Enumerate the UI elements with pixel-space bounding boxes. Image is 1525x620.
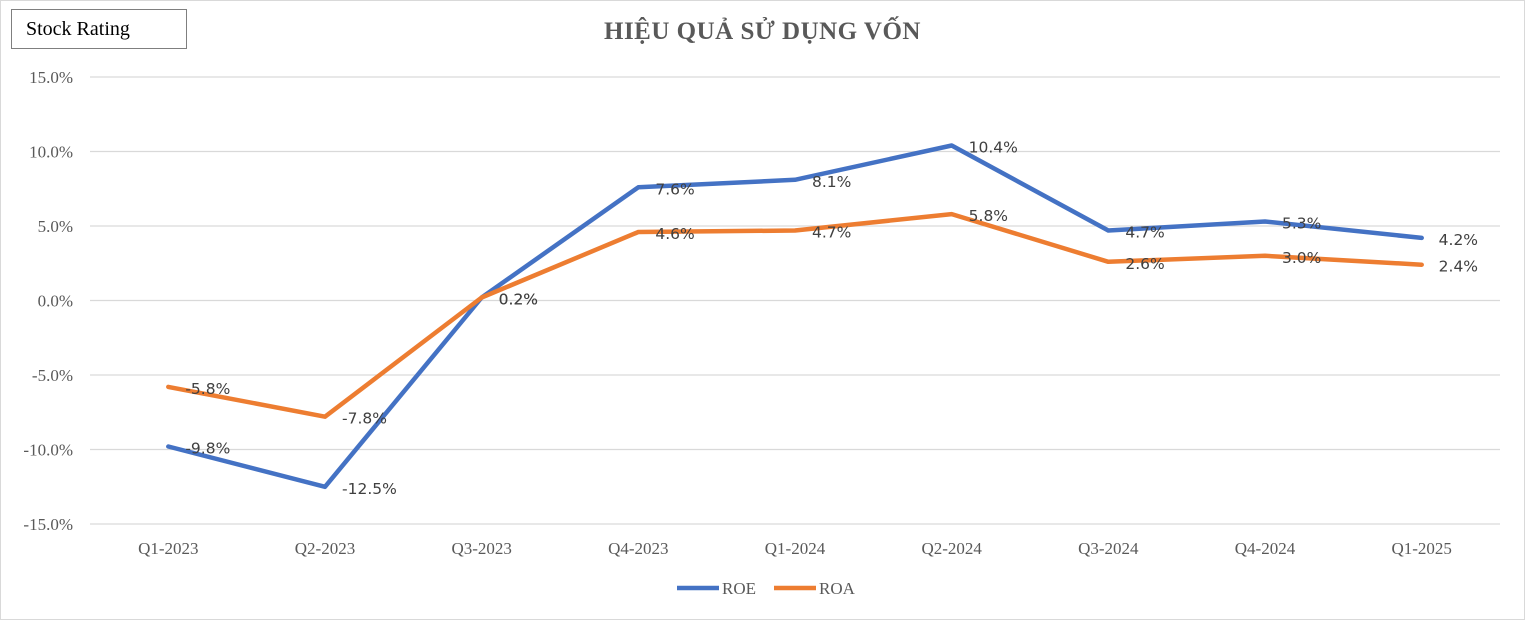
data-label-roe: -9.8% [185, 440, 230, 458]
series-line-roa [166, 211, 1424, 419]
data-label-roe: 7.6% [655, 180, 694, 198]
x-tick-label: Q1-2023 [138, 539, 198, 558]
y-tick-label: 15.0% [29, 68, 73, 87]
data-label-roe: 0.2% [499, 291, 538, 309]
series-line-roe [166, 143, 1424, 490]
y-tick-label: 10.0% [29, 143, 73, 162]
x-tick-label: Q4-2023 [608, 539, 668, 558]
x-tick-label: Q2-2024 [921, 539, 982, 558]
y-tick-label: -5.0% [32, 366, 73, 385]
data-label-roa: 2.4% [1439, 258, 1478, 276]
data-label-roe: 10.4% [969, 139, 1018, 157]
data-labels: -9.8% -12.5% 0.2% 7.6% 8.1% 10.4% 4.7% 5.3% 4.2%… [185, 139, 1478, 498]
data-label-roe: -12.5% [342, 480, 397, 498]
legend-label-roe: ROE [722, 579, 756, 598]
x-tick-label: Q2-2023 [295, 539, 355, 558]
y-tick-label: 0.0% [38, 292, 73, 311]
gridlines [90, 76, 1500, 525]
chart-title: HIỆU QUẢ SỬ DỤNG VỐN [604, 18, 921, 45]
data-label-roe: 5.3% [1282, 215, 1321, 233]
data-label-roe: 8.1% [812, 173, 851, 191]
legend: ROE ROA [677, 579, 856, 598]
x-axis-ticks: Q1-2023 Q2-2023 Q3-2023 Q4-2023 Q1-2024 Q2-20… [138, 539, 1452, 558]
data-label-roa: 0.2% [499, 291, 538, 309]
x-tick-label: Q3-2023 [451, 539, 511, 558]
legend-label-roa: ROA [819, 579, 856, 598]
stock-rating-badge: Stock Rating [11, 9, 187, 49]
y-tick-label: -10.0% [23, 441, 73, 460]
data-label-roa: 3.0% [1282, 249, 1321, 267]
series-lines [166, 143, 1424, 490]
data-label-roe: 4.2% [1439, 231, 1478, 249]
data-label-roa: 4.6% [655, 225, 694, 243]
data-label-roe: 4.7% [1125, 223, 1164, 241]
data-label-roa: -5.8% [185, 380, 230, 398]
y-axis-ticks: 15.0% 10.0% 5.0% 0.0% -5.0% -10.0% -15.0% [23, 68, 73, 534]
data-label-roa: 5.8% [969, 207, 1008, 225]
x-tick-label: Q4-2024 [1235, 539, 1296, 558]
x-tick-label: Q1-2024 [765, 539, 826, 558]
data-label-roa: -7.8% [342, 410, 387, 428]
y-tick-label: -15.0% [23, 515, 73, 534]
x-tick-label: Q1-2025 [1391, 539, 1451, 558]
y-tick-label: 5.0% [38, 217, 73, 236]
x-tick-label: Q3-2024 [1078, 539, 1139, 558]
data-label-roa: 4.7% [812, 223, 851, 241]
data-label-roa: 2.6% [1125, 255, 1164, 273]
